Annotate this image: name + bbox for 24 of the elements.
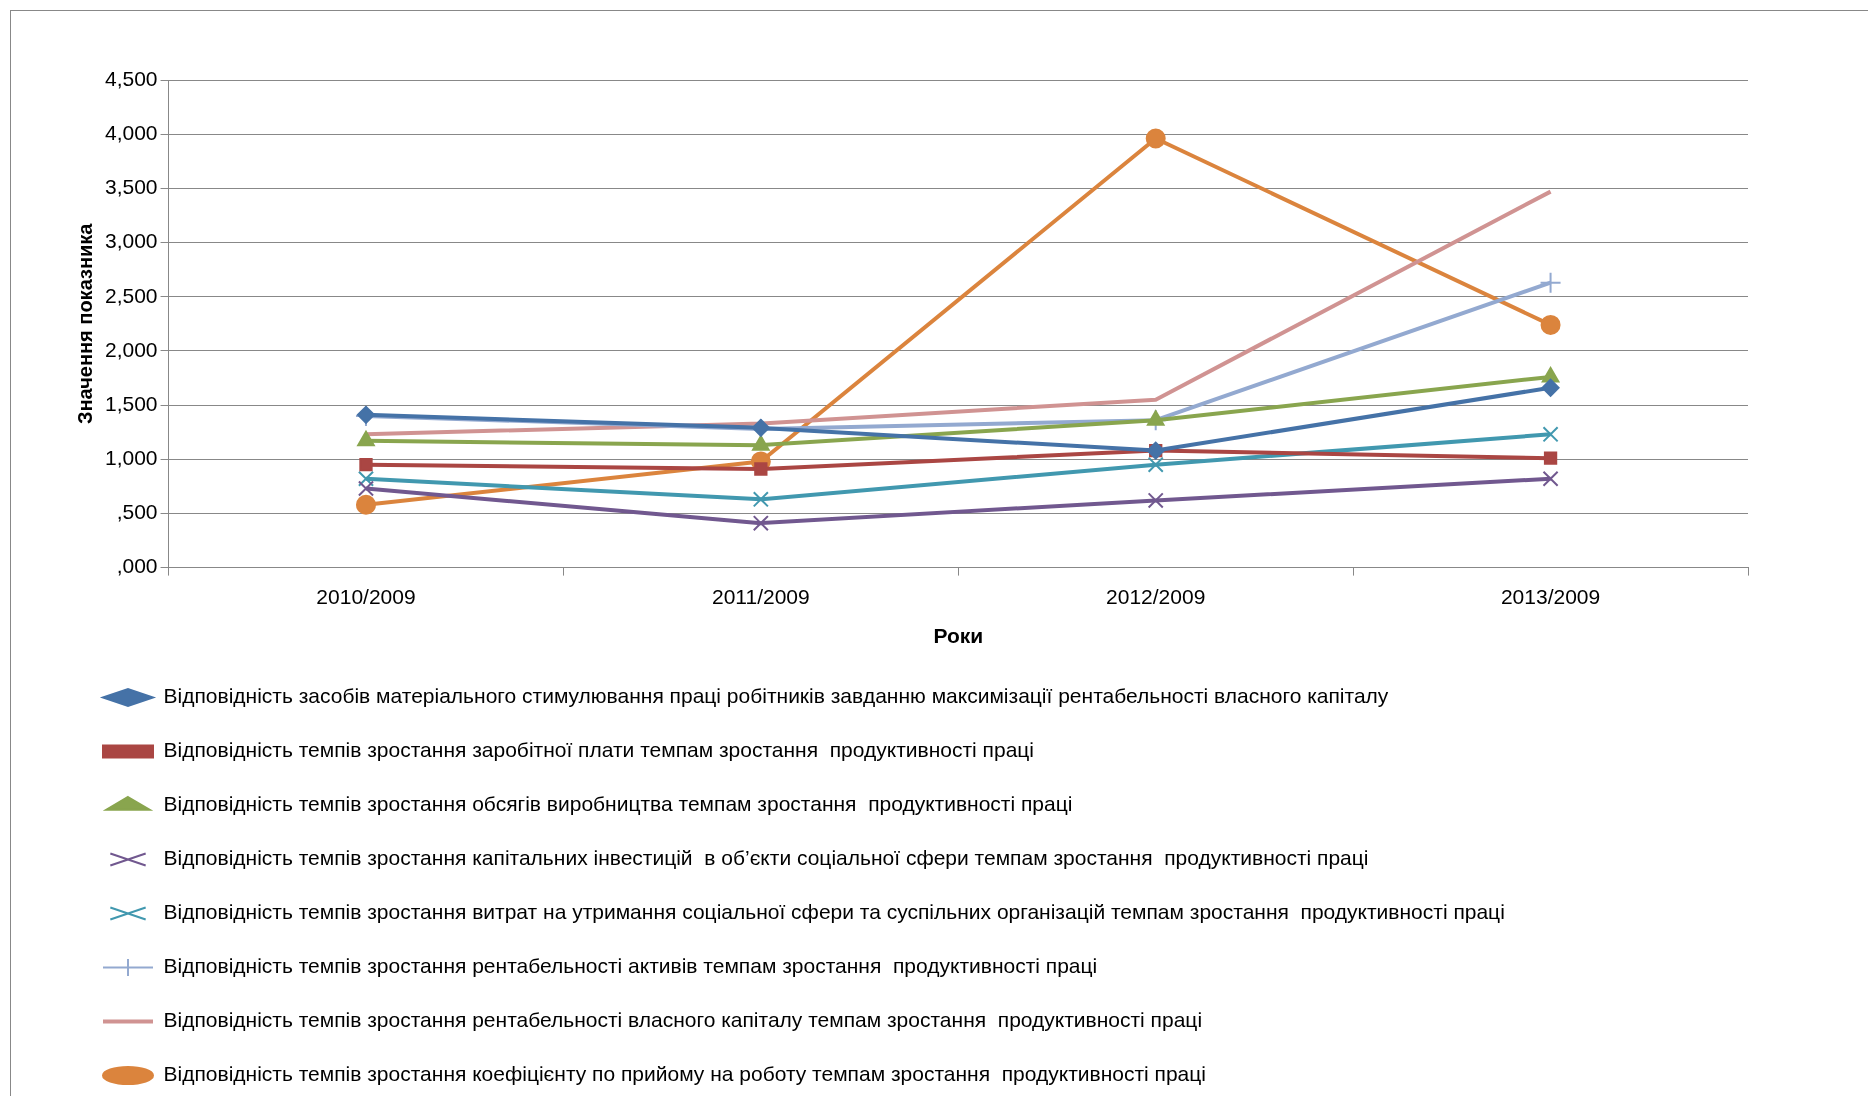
- y-tick-label: 4,500: [104, 66, 158, 90]
- y-tick-label: 2,500: [104, 283, 158, 307]
- x-tick-label: 2011/2009: [711, 585, 810, 608]
- y-tick-label: 4,000: [104, 120, 158, 144]
- x-axis-title: Роки: [933, 624, 984, 648]
- legend-label: Відповідність темпів зростання рентабельності власного капіталу темпам зростання продуктивності праці: [163, 1008, 1203, 1032]
- legend-label: Відповідність темпів зростання витрат на утримання соціальної сфери та суспільних організацій темпам зростання продуктивності праці: [163, 900, 1505, 924]
- legend-label: Відповідність засобів матеріального стимулювання праці робітників завданню максимізації рентабельності власного капіталу: [163, 684, 1389, 708]
- legend-label: Відповідність темпів зростання капітальних інвестицій в об’єкти соціальної сфери темпам зростання продуктивності праці: [163, 846, 1369, 870]
- x-tick-label: 2012/2009: [1106, 585, 1206, 608]
- y-tick-label: ,500: [116, 500, 158, 524]
- legend-label: Відповідність темпів зростання обсягів виробництва темпам зростання продуктивності праці: [163, 792, 1073, 816]
- y-axis-title: Значення показника: [73, 222, 96, 425]
- legend-label: Відповідність темпів зростання рентабельності активів темпам зростання продуктивності праці: [163, 954, 1098, 978]
- y-tick-label: 3,000: [104, 229, 158, 253]
- x-tick-label: 2013/2009: [1500, 585, 1601, 608]
- y-tick-label: 2,000: [104, 337, 158, 361]
- y-tick-label: 3,500: [104, 175, 158, 199]
- y-tick-label: 1,000: [104, 446, 158, 470]
- x-tick-label: 2010/2009: [316, 585, 416, 608]
- legend-label: Відповідність темпів зростання коефіцієнту по прийому на роботу темпам зростання продуктивності праці: [163, 1062, 1206, 1086]
- y-tick-label: ,000: [116, 554, 158, 578]
- y-tick-label: 1,500: [104, 391, 158, 415]
- legend-label: Відповідність темпів зростання заробітної плати темпам зростання продуктивності праці: [163, 738, 1035, 762]
